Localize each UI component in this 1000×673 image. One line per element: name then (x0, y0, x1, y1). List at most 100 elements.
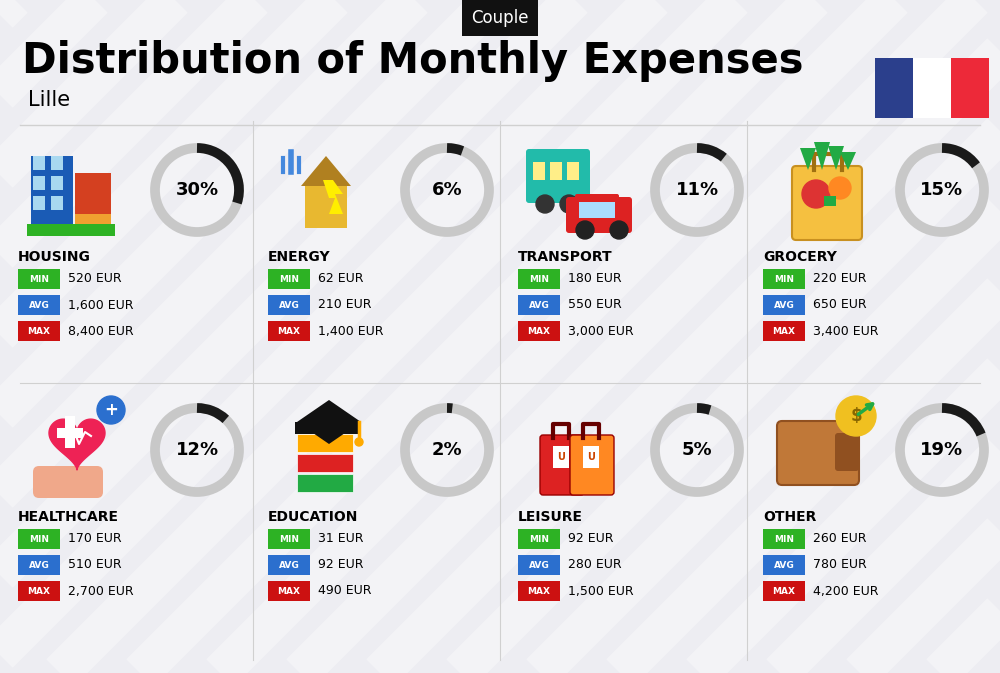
Text: MIN: MIN (529, 275, 549, 283)
Text: $: $ (850, 407, 862, 425)
FancyBboxPatch shape (51, 176, 63, 190)
Text: U: U (587, 452, 595, 462)
Text: 19%: 19% (920, 441, 964, 459)
FancyBboxPatch shape (583, 446, 599, 468)
Circle shape (802, 180, 830, 208)
FancyBboxPatch shape (526, 149, 590, 203)
Circle shape (610, 221, 628, 239)
FancyBboxPatch shape (553, 446, 569, 468)
Text: MIN: MIN (529, 534, 549, 544)
Polygon shape (297, 400, 361, 444)
Text: 8,400 EUR: 8,400 EUR (68, 324, 134, 337)
FancyBboxPatch shape (763, 529, 805, 549)
FancyBboxPatch shape (27, 224, 115, 236)
FancyBboxPatch shape (835, 433, 859, 471)
Polygon shape (49, 419, 105, 470)
FancyBboxPatch shape (951, 58, 989, 118)
Text: MAX: MAX (772, 586, 796, 596)
FancyBboxPatch shape (57, 428, 83, 438)
FancyBboxPatch shape (518, 269, 560, 289)
FancyBboxPatch shape (566, 197, 632, 233)
Text: GROCERY: GROCERY (763, 250, 837, 264)
FancyBboxPatch shape (31, 156, 73, 228)
Text: 520 EUR: 520 EUR (68, 273, 122, 285)
Circle shape (97, 396, 125, 424)
Text: 180 EUR: 180 EUR (568, 273, 622, 285)
Text: MAX: MAX (28, 326, 50, 336)
FancyBboxPatch shape (33, 466, 103, 498)
Text: 1,600 EUR: 1,600 EUR (68, 299, 134, 312)
FancyBboxPatch shape (518, 555, 560, 575)
Polygon shape (305, 166, 347, 228)
Circle shape (560, 195, 578, 213)
FancyBboxPatch shape (268, 581, 310, 601)
Text: 31 EUR: 31 EUR (318, 532, 364, 546)
Text: U: U (557, 452, 565, 462)
FancyBboxPatch shape (540, 435, 584, 495)
Text: AVG: AVG (774, 561, 794, 569)
Text: 6%: 6% (432, 181, 462, 199)
Text: 260 EUR: 260 EUR (813, 532, 866, 546)
Text: 210 EUR: 210 EUR (318, 299, 372, 312)
FancyBboxPatch shape (268, 555, 310, 575)
FancyBboxPatch shape (763, 295, 805, 315)
Polygon shape (800, 148, 816, 170)
Circle shape (355, 438, 363, 446)
Text: MIN: MIN (279, 275, 299, 283)
FancyBboxPatch shape (51, 156, 63, 170)
Text: 510 EUR: 510 EUR (68, 559, 122, 571)
Text: 3,400 EUR: 3,400 EUR (813, 324, 879, 337)
Text: 92 EUR: 92 EUR (568, 532, 614, 546)
Text: LEISURE: LEISURE (518, 510, 583, 524)
FancyBboxPatch shape (763, 581, 805, 601)
FancyBboxPatch shape (268, 321, 310, 341)
FancyBboxPatch shape (268, 529, 310, 549)
Text: MAX: MAX (528, 326, 550, 336)
FancyBboxPatch shape (575, 194, 619, 220)
FancyBboxPatch shape (567, 162, 579, 180)
FancyBboxPatch shape (33, 176, 45, 190)
FancyBboxPatch shape (518, 321, 560, 341)
FancyBboxPatch shape (763, 321, 805, 341)
FancyBboxPatch shape (33, 156, 45, 170)
Text: MAX: MAX (278, 586, 300, 596)
Polygon shape (323, 180, 343, 214)
FancyBboxPatch shape (297, 474, 353, 492)
Text: MIN: MIN (279, 534, 299, 544)
Text: AVG: AVG (774, 301, 794, 310)
FancyBboxPatch shape (75, 173, 111, 228)
FancyBboxPatch shape (268, 269, 310, 289)
Text: 15%: 15% (920, 181, 964, 199)
Text: AVG: AVG (529, 301, 549, 310)
FancyBboxPatch shape (18, 529, 60, 549)
FancyBboxPatch shape (913, 58, 951, 118)
Circle shape (576, 221, 594, 239)
Text: MAX: MAX (772, 326, 796, 336)
Text: 5%: 5% (682, 441, 712, 459)
FancyBboxPatch shape (518, 529, 560, 549)
FancyBboxPatch shape (763, 269, 805, 289)
Text: 12%: 12% (175, 441, 219, 459)
Circle shape (829, 177, 851, 199)
Text: AVG: AVG (529, 561, 549, 569)
Text: 1,400 EUR: 1,400 EUR (318, 324, 384, 337)
Text: 650 EUR: 650 EUR (813, 299, 867, 312)
FancyBboxPatch shape (763, 555, 805, 575)
Text: HEALTHCARE: HEALTHCARE (18, 510, 119, 524)
FancyBboxPatch shape (550, 162, 562, 180)
Circle shape (836, 396, 876, 436)
FancyBboxPatch shape (518, 295, 560, 315)
Text: Couple: Couple (471, 9, 529, 27)
FancyBboxPatch shape (18, 581, 60, 601)
Polygon shape (301, 156, 351, 186)
Text: AVG: AVG (279, 561, 299, 569)
Text: 62 EUR: 62 EUR (318, 273, 364, 285)
Text: 4,200 EUR: 4,200 EUR (813, 584, 879, 598)
FancyBboxPatch shape (777, 421, 859, 485)
FancyBboxPatch shape (18, 555, 60, 575)
Text: MIN: MIN (29, 534, 49, 544)
Text: 220 EUR: 220 EUR (813, 273, 866, 285)
Text: AVG: AVG (29, 561, 49, 569)
Text: 2,700 EUR: 2,700 EUR (68, 584, 134, 598)
Circle shape (536, 195, 554, 213)
